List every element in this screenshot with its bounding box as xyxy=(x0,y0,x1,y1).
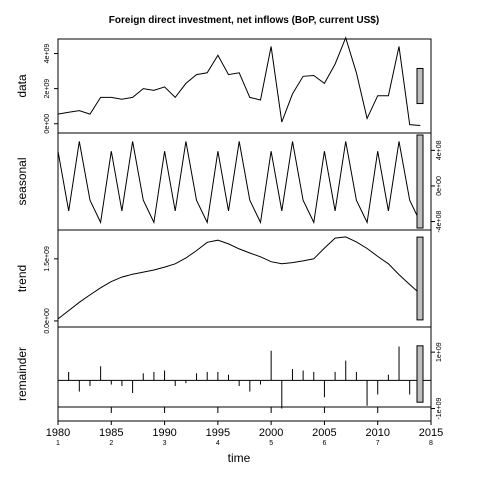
seasonal-ylabel: seasonal xyxy=(15,157,29,205)
remainder-panel: remainder -1e+09 1e+09 xyxy=(15,326,443,422)
x-tick-label: 1985 xyxy=(99,427,123,439)
x-axis-label: time xyxy=(228,451,251,465)
data-series-line xyxy=(57,36,421,126)
data-ytick-label: 0e+00 xyxy=(44,114,51,134)
seasonal-ytick-label: -4e+08 xyxy=(436,210,443,232)
data-ytick-label: 4e+09 xyxy=(44,44,51,64)
x-tick-label: 1980 xyxy=(46,427,70,439)
x-tick-label: 1990 xyxy=(152,427,176,439)
x-tick-label: 1995 xyxy=(206,427,230,439)
data-ylabel: data xyxy=(15,74,29,98)
seasonal-frame xyxy=(57,132,432,231)
data-ytick-label: 2e+09 xyxy=(44,79,51,99)
cycle-label: 2 xyxy=(109,440,113,447)
remainder-ylabel: remainder xyxy=(15,347,29,401)
trend-scale-bar xyxy=(416,236,424,321)
cycle-label: 8 xyxy=(429,440,433,447)
cycle-label: 6 xyxy=(322,440,326,447)
panels-group: data 0e+00 2e+09 4e+09 seasonal -4e+08 0e+00 4e… xyxy=(15,36,443,447)
data-scale-bar xyxy=(416,67,424,105)
chart-title: Foreign direct investment, net inflows (… xyxy=(109,15,379,26)
data-panel: data 0e+00 2e+09 4e+09 xyxy=(15,36,432,134)
x-tick-label: 2000 xyxy=(259,427,283,439)
cycle-label: 1 xyxy=(56,440,60,447)
trend-ytick-label: 0.0e+00 xyxy=(44,308,51,334)
trend-panel: trend 0.0e+00 1.5e+09 xyxy=(15,229,432,334)
seasonal-ytick-label: 4e+08 xyxy=(436,140,443,160)
trend-series-line xyxy=(57,236,421,320)
x-tick-label: 2005 xyxy=(312,427,336,439)
cycle-axis xyxy=(57,406,432,413)
trend-ylabel: trend xyxy=(15,265,29,292)
seasonal-panel: seasonal -4e+08 0e+00 4e+08 xyxy=(15,132,443,233)
seasonal-scale-bar xyxy=(416,134,424,229)
cycle-label: 7 xyxy=(376,440,380,447)
remainder-ytick-label: 1e+09 xyxy=(436,342,443,362)
remainder-ytick-label: -1e+09 xyxy=(436,397,443,419)
seasonal-series-line xyxy=(57,141,421,225)
trend-ytick-label: 1.5e+09 xyxy=(44,246,51,272)
trend-frame xyxy=(57,229,432,328)
remainder-scale-bar xyxy=(416,345,424,403)
x-tick-label: 2010 xyxy=(365,427,389,439)
cycle-label: 5 xyxy=(269,440,273,447)
cycle-label: 3 xyxy=(163,440,167,447)
remainder-frame xyxy=(57,326,432,422)
x-tick-label: 2015 xyxy=(419,427,443,439)
seasonal-ytick-label: 0e+00 xyxy=(436,176,443,196)
cycle-label: 4 xyxy=(216,440,220,447)
